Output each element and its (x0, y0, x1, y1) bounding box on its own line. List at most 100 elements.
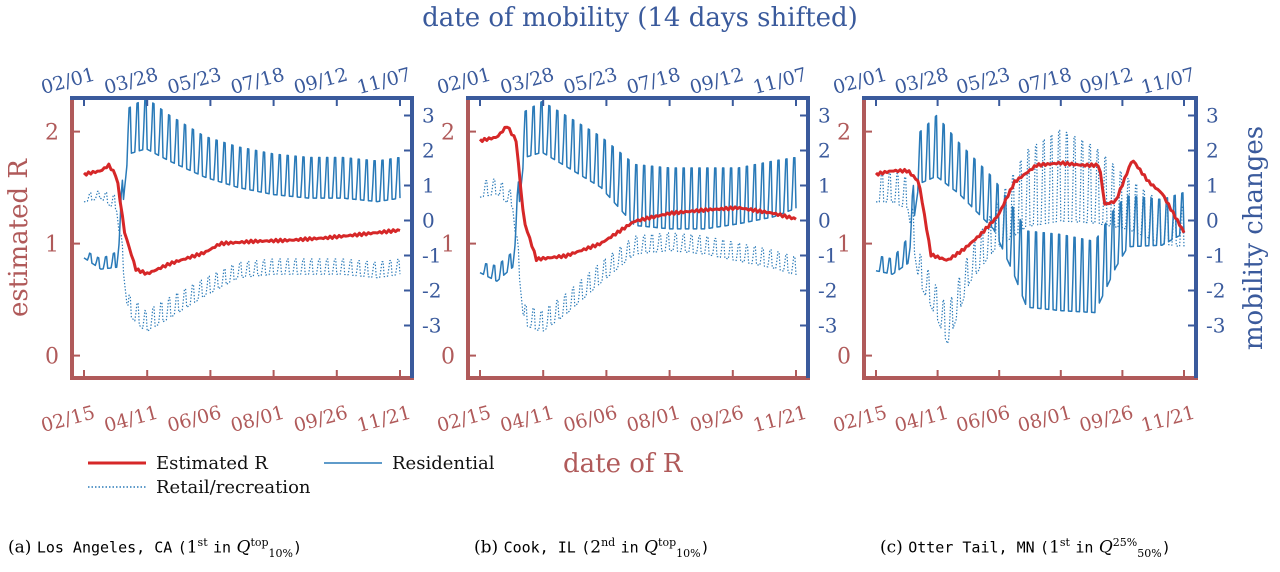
caption-b-in: in (620, 538, 639, 557)
caption-b-rank: 2 (590, 537, 602, 558)
caption-c-in: in (1075, 538, 1094, 557)
caption-a-rank-sup: st (197, 536, 208, 549)
right-tick-label: -1 (422, 244, 441, 268)
top-tick-label: 11/07 (355, 64, 414, 99)
legend-retail-label: Retail/recreation (156, 477, 311, 498)
caption-b-open: ( (581, 538, 591, 557)
caption-a-open: ( (177, 538, 187, 557)
series-retail-recreation-line (83, 190, 401, 332)
caption-c-q-sub: 50% (1137, 547, 1162, 561)
caption-c-close: ) (1161, 538, 1171, 557)
left-tick-label: 0 (441, 345, 455, 370)
right-tick-label: -3 (1206, 314, 1225, 338)
series-residential-line (875, 114, 1185, 314)
caption-a-q: Q (236, 537, 251, 558)
series-retail-recreation-line (876, 129, 1185, 345)
right-tick-label: -2 (818, 279, 837, 303)
right-tick-label: -2 (422, 279, 441, 303)
right-tick-label: 1 (422, 174, 435, 198)
bottom-tick-label: 08/01 (624, 402, 683, 437)
caption-c-rank: 1 (1049, 537, 1060, 558)
left-tick-label: 1 (837, 233, 851, 258)
right-tick-label: -3 (818, 314, 837, 338)
right-tick-label: -1 (818, 244, 837, 268)
series-residential-line (479, 100, 797, 282)
left-tick-label: 2 (837, 121, 851, 146)
bottom-tick-label: 04/11 (102, 402, 161, 437)
series-residential-line (83, 97, 401, 270)
top-tick-label: 07/18 (228, 64, 287, 99)
caption-b-q-sub: 10% (676, 547, 701, 561)
right-tick-label: 3 (422, 104, 435, 128)
right-tick-label: 0 (1206, 209, 1219, 233)
caption-b-q: Q (644, 537, 659, 558)
top-tick-label: 03/28 (102, 64, 161, 99)
bottom-tick-label: 11/21 (751, 402, 810, 437)
bottom-tick-label: 02/15 (831, 402, 890, 437)
left-tick-label: 1 (441, 233, 455, 258)
top-axis-title: date of mobility (14 days shifted) (422, 3, 858, 33)
bottom-tick-label: 11/21 (1139, 402, 1198, 437)
caption-c-place: Otter Tail, MN (908, 538, 1035, 557)
top-tick-label: 05/23 (165, 64, 224, 99)
bottom-tick-label: 02/15 (39, 402, 98, 437)
caption-b: (b) Cook, IL (2nd in Qtop10%) (474, 536, 710, 560)
top-tick-label: 07/18 (1016, 64, 1075, 99)
top-tick-label: 09/12 (1077, 64, 1136, 99)
left-axis-title: estimated R (4, 158, 34, 317)
right-tick-label: -1 (1206, 244, 1225, 268)
caption-c-rank-sup: st (1059, 536, 1070, 549)
legend-residential-label: Residential (392, 453, 495, 474)
caption-a-rank: 1 (186, 537, 198, 558)
caption-b-q-sup: top (658, 536, 677, 549)
bottom-tick-label: 08/01 (228, 402, 287, 437)
right-tick-label: 2 (422, 139, 435, 163)
top-tick-label: 11/07 (1139, 64, 1198, 99)
top-tick-label: 03/28 (498, 64, 557, 99)
series-estimated-r-line (478, 125, 797, 263)
caption-b-close: ) (700, 538, 710, 557)
bottom-tick-label: 04/11 (498, 402, 557, 437)
caption-a-q-sup: top (250, 536, 269, 549)
series-estimated-r-line (82, 162, 401, 276)
caption-a-place: Los Angeles, CA (36, 538, 173, 557)
caption-c-open: ( (1040, 538, 1050, 557)
series-estimated-r-line (874, 159, 1186, 262)
right-tick-label: 3 (1206, 104, 1219, 128)
caption-c-letter: (c) (880, 537, 903, 558)
bottom-tick-label: 04/11 (892, 402, 951, 437)
caption-a-letter: (a) (8, 537, 32, 558)
top-tick-label: 05/23 (954, 64, 1013, 99)
series-retail-recreation-line (479, 178, 797, 332)
bottom-tick-label: 06/06 (165, 402, 224, 437)
top-tick-label: 07/18 (624, 64, 683, 99)
caption-c-q-sup: 25% (1112, 536, 1138, 549)
top-tick-label: 09/12 (292, 64, 351, 99)
left-tick-label: 2 (45, 121, 59, 146)
left-tick-label: 0 (45, 345, 59, 370)
left-tick-label: 0 (837, 345, 851, 370)
legend: Estimated R Residential Retail/recreatio… (88, 449, 684, 498)
bottom-tick-label: 02/15 (435, 402, 494, 437)
caption-a: (a) Los Angeles, CA (1st in Qtop10%) (8, 536, 302, 560)
top-tick-label: 05/23 (561, 64, 620, 99)
legend-estimated-r-label: Estimated R (156, 453, 268, 474)
caption-c-q: Q (1098, 537, 1113, 558)
bottom-axis-title: date of R (563, 449, 684, 479)
right-tick-label: 0 (818, 209, 831, 233)
caption-b-place: Cook, IL (503, 538, 576, 557)
top-tick-label: 11/07 (751, 64, 810, 99)
right-tick-label: 1 (818, 174, 831, 198)
top-tick-label: 03/28 (892, 64, 951, 99)
bottom-tick-label: 11/21 (355, 402, 414, 437)
caption-b-rank-sup: nd (601, 536, 616, 549)
left-tick-label: 2 (441, 121, 455, 146)
left-tick-label: 1 (45, 233, 59, 258)
right-tick-label: 1 (1206, 174, 1219, 198)
top-tick-label: 02/01 (435, 64, 494, 99)
caption-a-q-sub: 10% (268, 547, 293, 561)
